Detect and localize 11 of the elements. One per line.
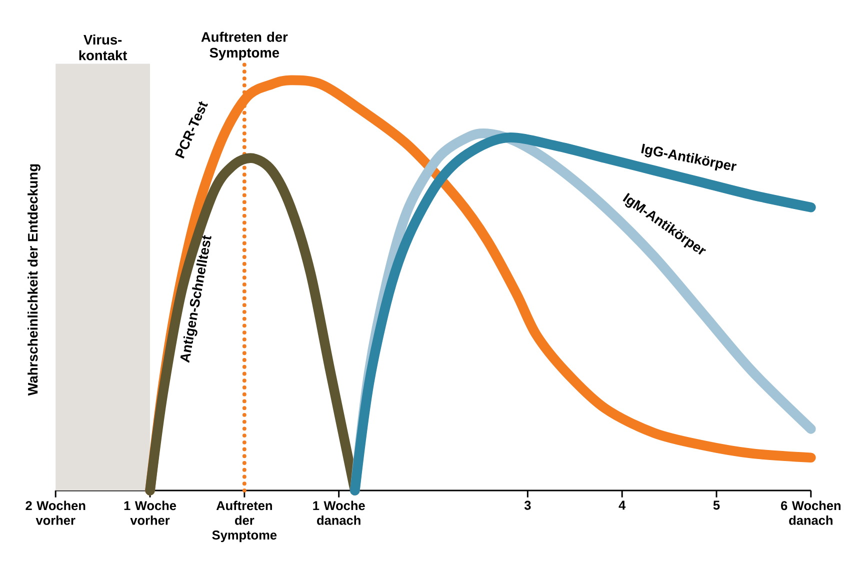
ref-line-label: Auftreten der Symptome <box>201 32 288 60</box>
x-tick-label: 1 Woche vorher <box>124 500 176 525</box>
y-axis-title: Wahrscheinlichkeit der Entdeckung <box>28 164 40 396</box>
x-tick-label: 3 <box>524 500 531 510</box>
x-tick-label: 2 Wochen vorher <box>26 500 86 525</box>
x-tick-label: Auftreten der Symptome <box>212 500 277 542</box>
x-tick-label: 5 <box>713 500 720 510</box>
band-label: Virus-kontakt <box>79 34 128 60</box>
x-tick-label: 4 <box>618 500 626 510</box>
x-tick-label: 1 Woche danach <box>313 500 365 525</box>
x-tick-label: 6 Wochen danach <box>781 500 840 525</box>
